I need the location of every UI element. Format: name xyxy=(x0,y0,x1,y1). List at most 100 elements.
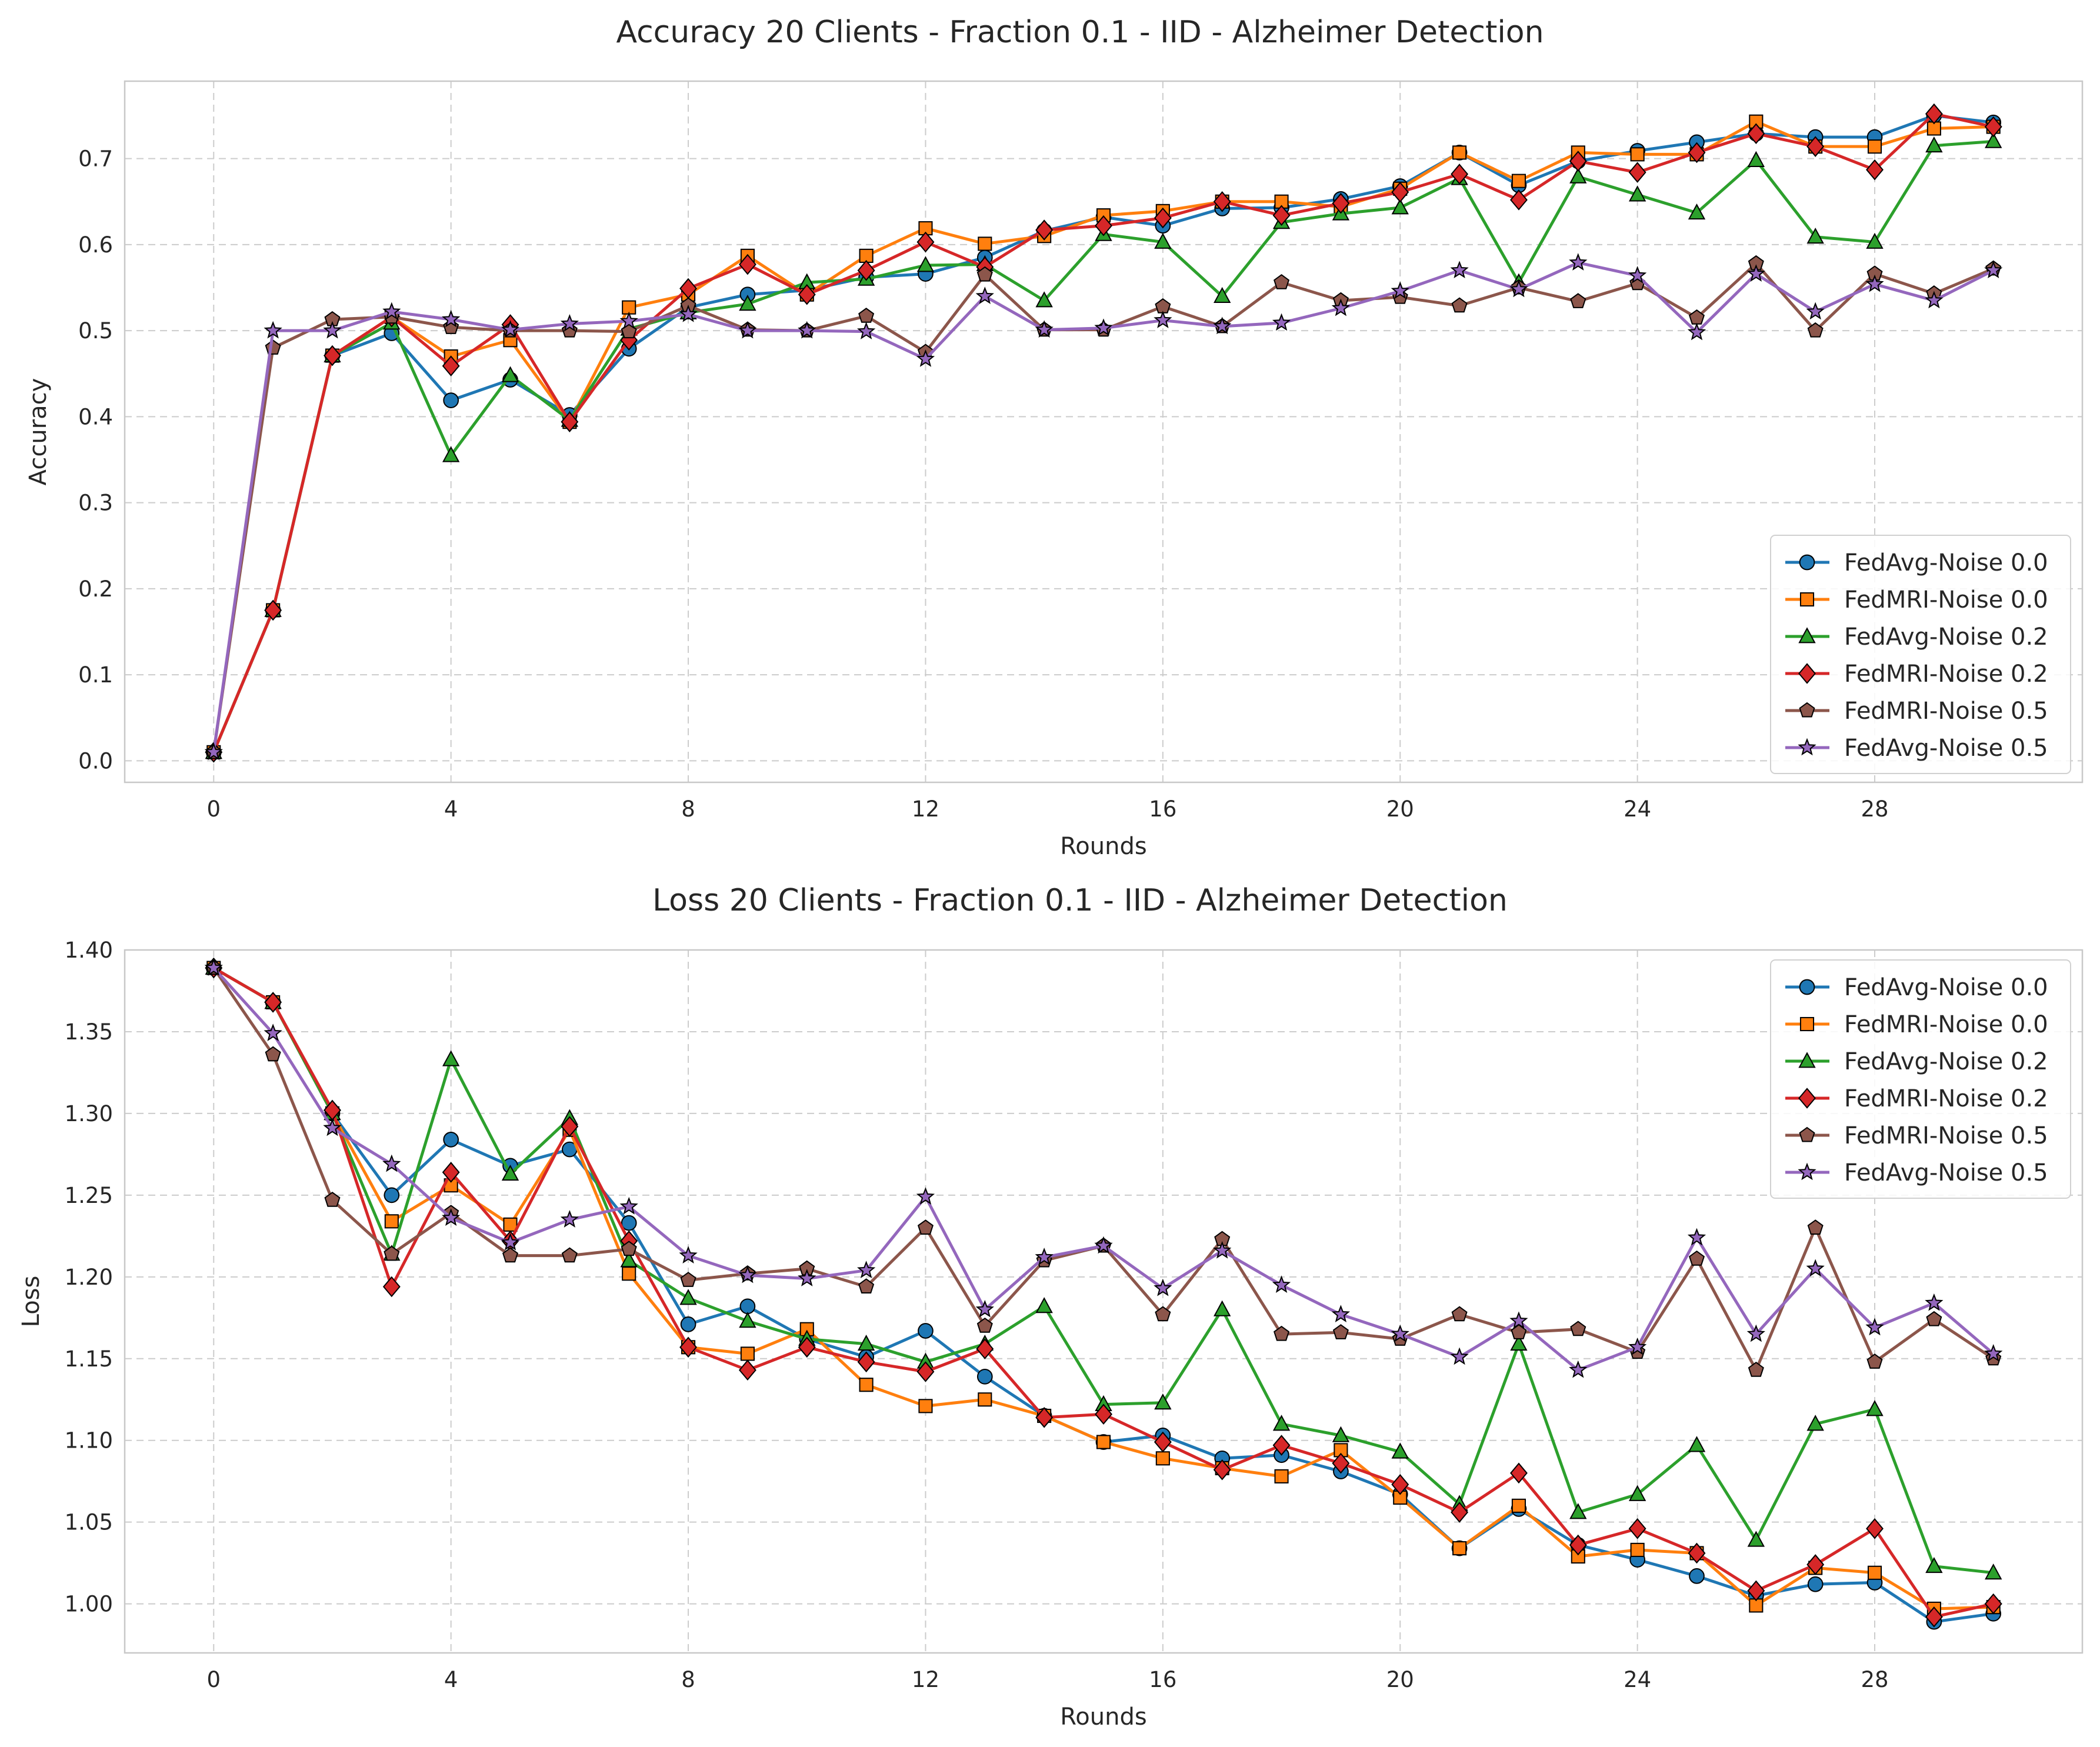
data-point xyxy=(264,321,282,339)
chart-title: Loss 20 Clients - Fraction 0.1 - IID - A… xyxy=(652,883,1508,918)
data-point xyxy=(1154,1278,1172,1296)
data-point xyxy=(561,1116,579,1137)
data-point xyxy=(619,311,638,329)
data-point xyxy=(679,304,698,322)
data-point xyxy=(1391,1324,1409,1342)
data-point xyxy=(1213,1459,1231,1481)
data-point xyxy=(501,1233,520,1251)
x-tick-label: 24 xyxy=(1624,1667,1651,1692)
data-point xyxy=(1570,1321,1586,1336)
data-point xyxy=(916,349,935,367)
y-tick-label: 0.4 xyxy=(78,404,113,429)
plot-area xyxy=(124,949,2084,1654)
x-tick-label: 24 xyxy=(1624,796,1651,822)
data-point xyxy=(622,1266,636,1281)
data-point xyxy=(976,1368,993,1385)
data-point xyxy=(976,266,993,282)
data-point xyxy=(264,992,282,1013)
y-tick-label: 0.3 xyxy=(78,491,113,516)
data-point xyxy=(1214,1300,1231,1316)
data-point xyxy=(264,599,282,621)
x-tick-label: 16 xyxy=(1149,796,1176,822)
series-5 xyxy=(204,253,2003,761)
data-point xyxy=(857,1335,875,1351)
x-axis-label: Rounds xyxy=(1060,833,1146,860)
legend-label: FedAvg-Noise 0.0 xyxy=(1844,549,2048,576)
data-point xyxy=(1391,1473,1409,1495)
data-point xyxy=(1096,1435,1111,1449)
data-point xyxy=(1272,205,1291,226)
data-point xyxy=(1628,1337,1647,1355)
legend-swatch-marker xyxy=(1799,592,1815,607)
data-point xyxy=(1154,232,1172,249)
data-point xyxy=(798,1336,816,1358)
data-point xyxy=(1451,164,1469,185)
series-line xyxy=(212,966,1995,1372)
data-point xyxy=(560,314,579,332)
data-point xyxy=(1748,1361,1764,1377)
plot-area xyxy=(124,80,2084,784)
data-point xyxy=(1213,316,1232,335)
x-axis-label: Rounds xyxy=(1060,1703,1146,1731)
data-point xyxy=(1746,264,1765,282)
data-point xyxy=(680,1316,696,1332)
data-point xyxy=(1570,293,1586,308)
series-2 xyxy=(205,958,2002,1580)
series-3 xyxy=(205,103,2002,763)
x-tick-label: 12 xyxy=(912,796,939,822)
data-point xyxy=(1925,136,1943,153)
data-point xyxy=(1866,232,1884,249)
data-point xyxy=(1452,145,1467,160)
data-point xyxy=(1925,1293,1944,1311)
x-tick-label: 20 xyxy=(1386,1667,1414,1692)
data-point xyxy=(1806,1554,1825,1575)
data-point xyxy=(1806,302,1825,320)
data-point xyxy=(382,1276,401,1298)
data-point xyxy=(1332,1426,1350,1442)
series-1 xyxy=(206,114,2001,759)
data-point xyxy=(264,1023,282,1042)
y-tick-label: 1.15 xyxy=(65,1346,113,1372)
data-point xyxy=(1747,151,1765,167)
data-point xyxy=(1866,1518,1884,1539)
data-point xyxy=(265,339,281,355)
data-point xyxy=(916,256,935,272)
y-tick-label: 0.5 xyxy=(78,318,113,344)
data-point xyxy=(1510,1335,1528,1351)
data-point xyxy=(204,958,223,976)
data-point xyxy=(679,1246,698,1263)
legend-swatch-marker xyxy=(1799,554,1815,571)
data-point xyxy=(978,236,992,251)
data-point xyxy=(1687,1228,1706,1246)
data-point xyxy=(679,1336,698,1358)
data-point xyxy=(1035,1248,1054,1265)
data-point xyxy=(621,1241,637,1256)
legend-swatch-marker xyxy=(1799,702,1815,718)
data-point xyxy=(501,320,520,338)
data-point xyxy=(975,1299,994,1318)
data-point xyxy=(1688,1251,1705,1266)
series-line xyxy=(212,967,1995,1372)
y-axis-label: Loss xyxy=(18,1276,45,1328)
legend-swatch-marker xyxy=(1799,1126,1815,1142)
data-point xyxy=(978,1392,992,1407)
legend-swatch-marker xyxy=(1799,1016,1815,1032)
data-point xyxy=(856,322,876,339)
data-point xyxy=(443,392,459,408)
legend-frame xyxy=(1770,535,2071,774)
data-point xyxy=(1747,1580,1765,1602)
data-point xyxy=(1450,1347,1469,1365)
data-point xyxy=(798,1269,816,1286)
legend-frame xyxy=(1770,959,2071,1199)
data-point xyxy=(1806,1259,1825,1277)
data-point xyxy=(1154,207,1172,229)
data-point xyxy=(442,1162,460,1183)
legend-swatch-marker xyxy=(1799,979,1815,995)
data-point xyxy=(1332,192,1350,214)
x-tick-label: 0 xyxy=(206,796,221,822)
data-point xyxy=(1274,1469,1289,1483)
data-point xyxy=(621,323,637,339)
data-point xyxy=(1569,1503,1587,1519)
data-point xyxy=(443,1132,459,1148)
data-point xyxy=(1391,198,1409,215)
